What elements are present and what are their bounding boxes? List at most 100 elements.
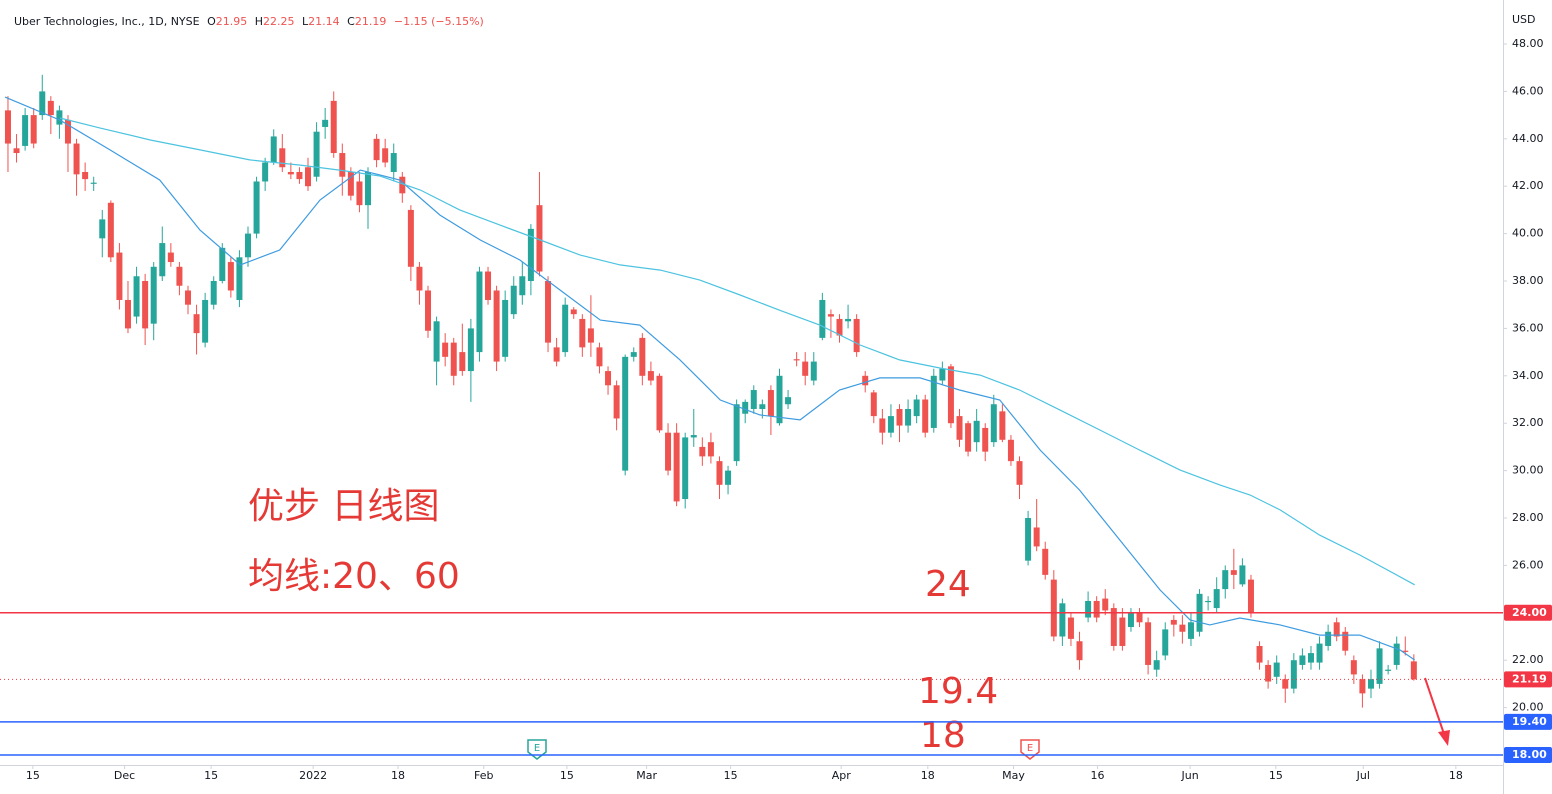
x-tick-label: Jun bbox=[1181, 769, 1199, 782]
candle-body bbox=[536, 205, 543, 272]
x-tick-label: 16 bbox=[1091, 769, 1105, 782]
x-tick-label: 18 bbox=[391, 769, 405, 782]
x-tick-label: 15 bbox=[204, 769, 218, 782]
candle-body bbox=[1307, 653, 1314, 663]
candle-body bbox=[922, 399, 929, 433]
candle-body bbox=[1402, 650, 1409, 652]
candle-body bbox=[1119, 617, 1126, 646]
candle-body bbox=[64, 119, 71, 144]
x-tick-label: May bbox=[1002, 769, 1025, 782]
candle-body bbox=[1325, 631, 1332, 646]
x-tick-label: 15 bbox=[724, 769, 738, 782]
candle-body bbox=[776, 375, 783, 424]
candle-body bbox=[947, 366, 954, 424]
moving-average bbox=[4, 96, 1416, 661]
price-badge-label: 21.19 bbox=[1512, 672, 1547, 685]
candle-body bbox=[587, 328, 594, 343]
candle-body bbox=[613, 385, 620, 419]
candle-body bbox=[1230, 570, 1237, 575]
candle-body bbox=[1085, 600, 1092, 618]
candle-body bbox=[1170, 619, 1177, 625]
candle-body bbox=[1265, 664, 1272, 682]
price-badge bbox=[1504, 671, 1552, 688]
price-badge bbox=[1504, 713, 1552, 730]
candle-body bbox=[1385, 669, 1392, 671]
y-tick-label: 42.00 bbox=[1512, 179, 1544, 192]
candle-body bbox=[425, 290, 432, 331]
candle-body bbox=[1213, 589, 1220, 609]
candle-body bbox=[1187, 622, 1194, 639]
candle-body bbox=[193, 314, 200, 334]
candle-body bbox=[973, 420, 980, 443]
candle-body bbox=[690, 435, 697, 438]
candle-body bbox=[982, 427, 989, 452]
candle-body bbox=[476, 271, 483, 353]
candle-body bbox=[184, 290, 191, 305]
candle-body bbox=[47, 100, 54, 116]
y-tick-label: 26.00 bbox=[1512, 558, 1544, 571]
candle-body bbox=[150, 266, 157, 324]
y-tick-label: 48.00 bbox=[1512, 37, 1544, 50]
candle-body bbox=[1367, 679, 1374, 689]
close-value: 21.19 bbox=[355, 15, 387, 28]
candle-body bbox=[673, 432, 680, 502]
candle-body bbox=[116, 252, 123, 300]
candle-body bbox=[1282, 679, 1289, 689]
candle-body bbox=[339, 153, 346, 177]
candle-body bbox=[142, 281, 149, 329]
candle-body bbox=[467, 328, 474, 372]
candle-body bbox=[450, 342, 457, 376]
low-value: 21.14 bbox=[308, 15, 340, 28]
candle-body bbox=[1033, 527, 1040, 547]
y-tick-label: 28.00 bbox=[1512, 511, 1544, 524]
candle-body bbox=[810, 361, 817, 381]
change: −1.15 (−5.15%) bbox=[394, 15, 484, 28]
candle-body bbox=[570, 309, 577, 315]
candle-body bbox=[1179, 624, 1186, 632]
candle-body bbox=[759, 404, 766, 409]
candle-body bbox=[596, 347, 603, 367]
candle-body bbox=[1239, 565, 1246, 585]
candle-body bbox=[236, 257, 243, 300]
candle-body bbox=[1042, 548, 1049, 575]
candle-body bbox=[913, 399, 920, 417]
candle-body bbox=[167, 252, 174, 263]
arrow-shaft bbox=[1424, 677, 1445, 735]
candle-body bbox=[1136, 612, 1143, 623]
candle-body bbox=[202, 299, 209, 343]
candle-body bbox=[313, 131, 320, 177]
candle-body bbox=[262, 162, 269, 182]
candle-body bbox=[279, 148, 286, 168]
candle-body bbox=[210, 281, 217, 305]
candle-body bbox=[1299, 655, 1306, 665]
low-key: L bbox=[302, 15, 309, 28]
candle-body bbox=[227, 262, 234, 291]
candle-body bbox=[836, 318, 843, 336]
candle-body bbox=[1076, 641, 1083, 661]
candle-body bbox=[1342, 631, 1349, 651]
x-tick-label: 15 bbox=[26, 769, 40, 782]
candle-body bbox=[56, 110, 63, 125]
x-tick-label: Apr bbox=[832, 769, 852, 782]
x-tick-label: Dec bbox=[114, 769, 135, 782]
candle-body bbox=[742, 401, 749, 414]
currency: USD bbox=[1512, 13, 1536, 26]
annotation-ma: 均线:20、60 bbox=[248, 556, 460, 597]
candle-body bbox=[1316, 643, 1323, 663]
y-tick-label: 22.00 bbox=[1512, 653, 1544, 666]
candle-body bbox=[1410, 661, 1417, 680]
annotation-title: 优步 日线图 bbox=[248, 486, 439, 527]
candle-body bbox=[382, 148, 389, 163]
candle-body bbox=[485, 271, 492, 300]
candle-body bbox=[356, 181, 363, 206]
y-tick-label: 36.00 bbox=[1512, 321, 1544, 334]
candle-body bbox=[879, 418, 886, 433]
candle-body bbox=[750, 390, 757, 409]
price-badge-label: 24.00 bbox=[1512, 606, 1547, 619]
x-tick-label: 15 bbox=[560, 769, 574, 782]
candle-body bbox=[845, 318, 852, 322]
y-tick-label: 38.00 bbox=[1512, 274, 1544, 287]
close-key: C bbox=[347, 15, 355, 28]
